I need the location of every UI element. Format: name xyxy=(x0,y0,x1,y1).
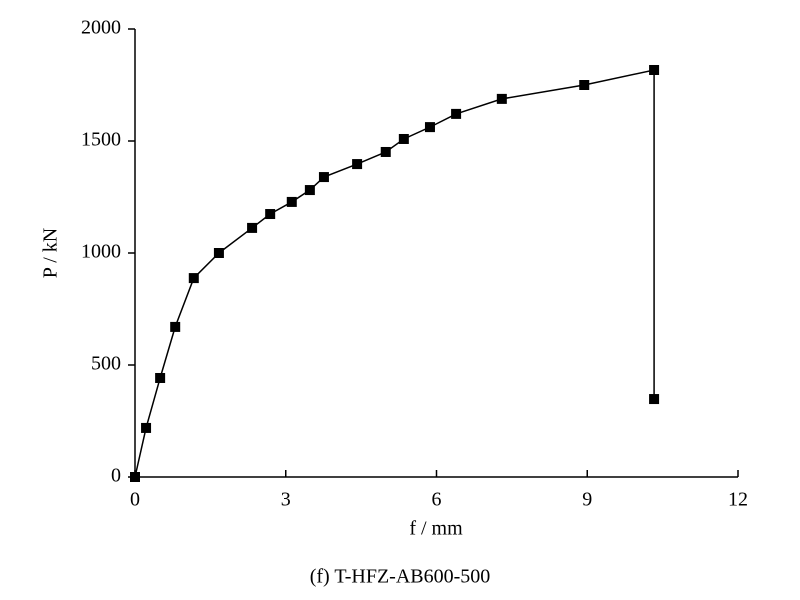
x-tick-label: 3 xyxy=(281,489,291,511)
data-point xyxy=(352,159,363,170)
y-tick-label: 2000 xyxy=(81,17,121,39)
y-axis-label: P / kN xyxy=(40,228,62,278)
chart-title: (f) T-HFZ-AB600-500 xyxy=(310,566,491,588)
data-point xyxy=(170,321,181,332)
data-point xyxy=(130,472,140,482)
data-point xyxy=(649,64,660,75)
data-point xyxy=(579,80,590,90)
data-line xyxy=(134,69,655,478)
y-tick-label: 1500 xyxy=(81,129,121,151)
data-point xyxy=(318,172,329,183)
data-point xyxy=(286,196,297,207)
data-point xyxy=(213,248,224,258)
data-point xyxy=(398,133,409,144)
data-point xyxy=(265,209,276,220)
data-point xyxy=(380,146,391,157)
x-axis-label: f / mm xyxy=(409,518,463,540)
data-point xyxy=(141,422,152,433)
y-tick-label: 1000 xyxy=(81,241,121,263)
data-point xyxy=(649,394,660,405)
data-point xyxy=(496,93,507,104)
data-point xyxy=(424,122,435,133)
data-point xyxy=(247,222,258,233)
data-point xyxy=(304,185,315,196)
data-point xyxy=(451,108,462,119)
y-tick-label: 500 xyxy=(91,353,121,375)
x-tick-label: 9 xyxy=(582,489,592,511)
x-tick-label: 12 xyxy=(728,489,748,511)
data-point xyxy=(155,372,166,383)
x-tick-label: 6 xyxy=(432,489,442,511)
data-point xyxy=(188,273,199,284)
x-tick-label: 0 xyxy=(130,489,140,511)
y-tick-label: 0 xyxy=(111,465,121,487)
